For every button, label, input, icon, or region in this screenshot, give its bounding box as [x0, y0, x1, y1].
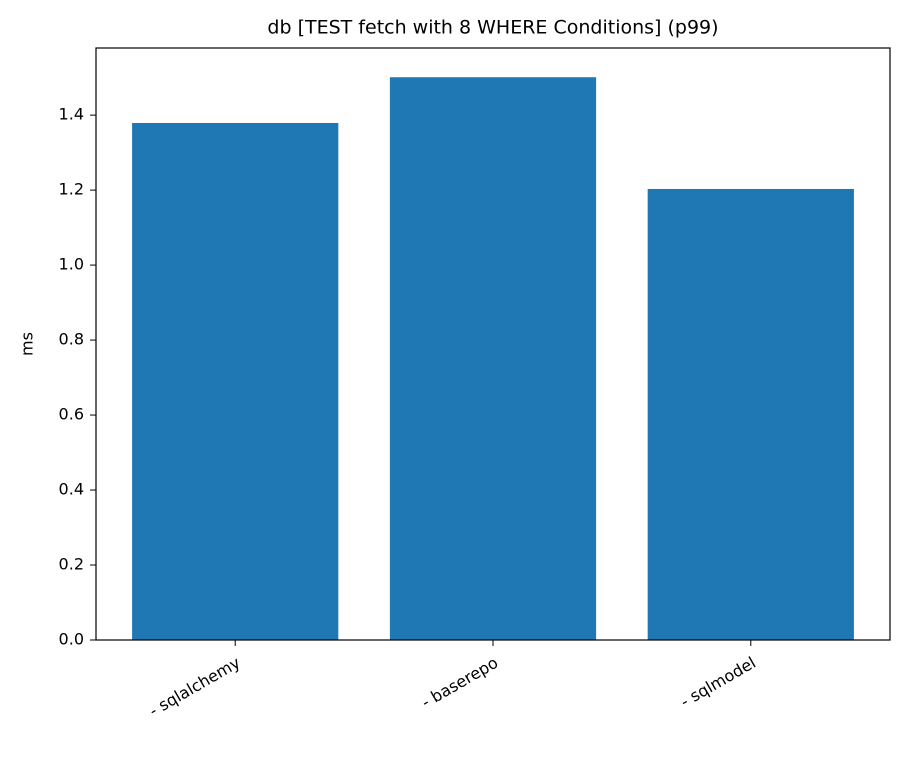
x-tick-label: - baserepo — [418, 653, 501, 712]
y-tick-label: 1.2 — [59, 180, 84, 199]
bar — [132, 122, 339, 640]
plot-frame — [95, 47, 891, 641]
y-tick-label: 1.4 — [59, 105, 84, 124]
y-tick-label: 0.6 — [59, 405, 84, 424]
x-tick-label: - sqlmodel — [677, 653, 759, 711]
y-tick-label: 1.0 — [59, 255, 84, 274]
y-tick-label: 0.8 — [59, 330, 84, 349]
x-tick-label: - sqlalchemy — [146, 653, 244, 720]
y-tick-label: 0.2 — [59, 555, 84, 574]
y-axis-label: ms — [18, 332, 37, 356]
y-tick-label: 0.4 — [59, 480, 84, 499]
y-tick-label: 0.0 — [59, 630, 84, 649]
bar — [647, 188, 854, 641]
chart-title: db [TEST fetch with 8 WHERE Conditions] … — [267, 17, 718, 39]
bar — [389, 77, 597, 640]
